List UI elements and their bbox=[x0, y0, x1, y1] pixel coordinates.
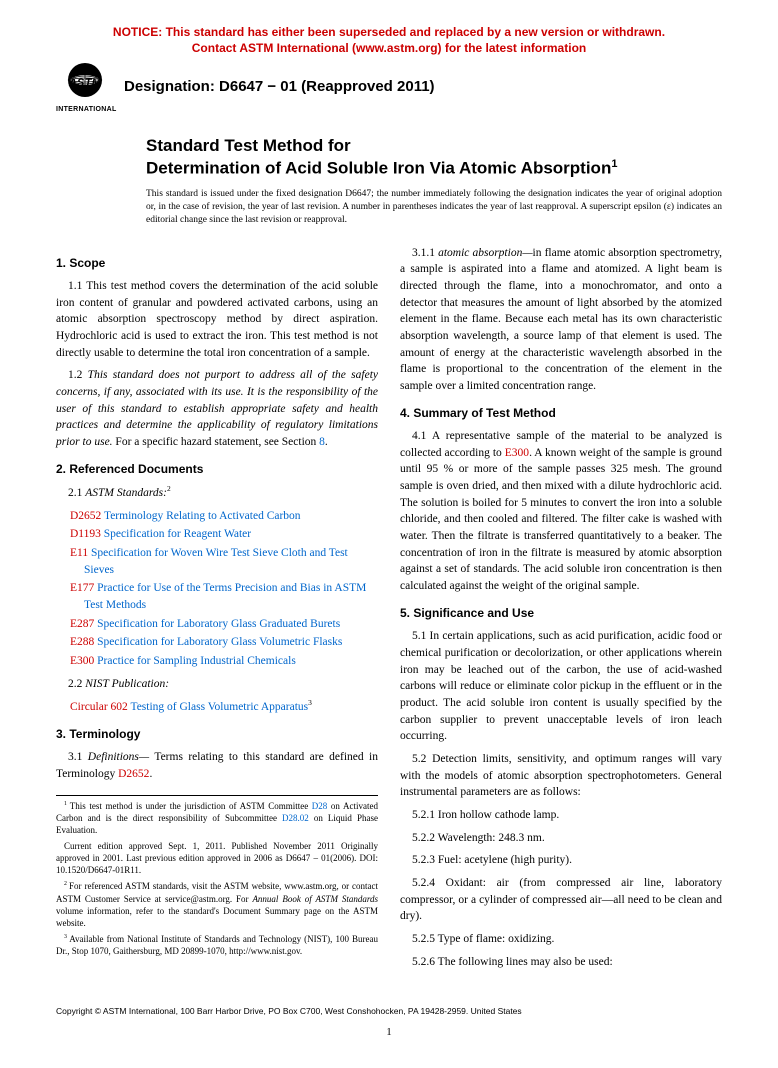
page-number: 1 bbox=[56, 1026, 722, 1038]
ref-code[interactable]: D2652 bbox=[70, 510, 101, 522]
ref-code[interactable]: E287 bbox=[70, 618, 94, 630]
para-2-2-num: 2.2 bbox=[68, 678, 85, 690]
ref-item: E300 Practice for Sampling Industrial Ch… bbox=[70, 653, 378, 670]
designation-prefix: Designation: bbox=[124, 78, 219, 95]
ref-title[interactable]: Specification for Laboratory Glass Gradu… bbox=[97, 618, 340, 630]
ref-title[interactable]: Practice for Sampling Industrial Chemica… bbox=[97, 655, 296, 667]
ref-title[interactable]: Testing of Glass Volumetric Apparatus bbox=[130, 701, 308, 713]
ref-code[interactable]: D1193 bbox=[70, 528, 101, 540]
para-5-2-6: 5.2.6 The following lines may also be us… bbox=[400, 954, 722, 971]
para-3-1-1-c: in flame atomic absorption spectrometry,… bbox=[400, 247, 722, 392]
para-2-2: 2.2 NIST Publication: bbox=[56, 676, 378, 693]
para-3-1-1: 3.1.1 atomic absorption—in flame atomic … bbox=[400, 245, 722, 395]
ref-item: E287 Specification for Laboratory Glass … bbox=[70, 616, 378, 633]
nist-ref: Circular 602 Testing of Glass Volumetric… bbox=[70, 698, 378, 716]
ref-item: E11 Specification for Woven Wire Test Si… bbox=[70, 545, 378, 578]
para-3-1-1-b: atomic absorption— bbox=[438, 247, 532, 259]
fn1-a: This test method is under the jurisdicti… bbox=[70, 801, 312, 811]
ref-code[interactable]: Circular 602 bbox=[70, 701, 128, 713]
ref-code[interactable]: E11 bbox=[70, 547, 88, 559]
para-5-2-3: 5.2.3 Fuel: acetylene (high purity). bbox=[400, 852, 722, 869]
notice-line2: Contact ASTM International (www.astm.org… bbox=[192, 41, 586, 55]
para-2-1-num: 2.1 bbox=[68, 487, 85, 499]
para-3-1-1-a: 3.1.1 bbox=[412, 247, 438, 259]
fn3: Available from National Institute of Sta… bbox=[56, 934, 378, 956]
section-2-head: 2. Referenced Documents bbox=[56, 461, 378, 478]
ref-title[interactable]: Specification for Woven Wire Test Sieve … bbox=[84, 547, 348, 576]
right-column: 3.1.1 atomic absorption—in flame atomic … bbox=[400, 245, 722, 977]
para-5-2-5: 5.2.5 Type of flame: oxidizing. bbox=[400, 931, 722, 948]
svg-text:ASTM: ASTM bbox=[68, 77, 102, 89]
document-page: NOTICE: This standard has either been su… bbox=[0, 0, 778, 1068]
logo-text: INTERNATIONAL bbox=[56, 106, 117, 113]
ref-title[interactable]: Practice for Use of the Terms Precision … bbox=[84, 582, 366, 611]
ref-title[interactable]: Specification for Reagent Water bbox=[104, 528, 251, 540]
para-5-2: 5.2 Detection limits, sensitivity, and o… bbox=[400, 751, 722, 801]
ref-title[interactable]: Terminology Relating to Activated Carbon bbox=[104, 510, 301, 522]
fn2-b: volume information, refer to the standar… bbox=[56, 906, 378, 928]
ref-item: D2652 Terminology Relating to Activated … bbox=[70, 508, 378, 525]
d2652-link[interactable]: D2652 bbox=[118, 768, 149, 780]
para-3-1-b: Definitions— bbox=[88, 751, 149, 763]
section-3-head: 3. Terminology bbox=[56, 726, 378, 743]
fn2-i: Annual Book of ASTM Standards bbox=[252, 894, 378, 904]
d2802-link[interactable]: D28.02 bbox=[282, 813, 309, 823]
para-2-1-i: ASTM Standards: bbox=[85, 487, 167, 499]
para-5-2-2: 5.2.2 Wavelength: 248.3 nm. bbox=[400, 830, 722, 847]
body-columns: 1. Scope 1.1 This test method covers the… bbox=[56, 245, 722, 977]
para-2-2-i: NIST Publication: bbox=[85, 678, 169, 690]
para-3-1-a: 3.1 bbox=[68, 751, 88, 763]
para-1-2-c: For a specific hazard statement, see Sec… bbox=[113, 436, 320, 448]
para-4-1: 4.1 A representative sample of the mater… bbox=[400, 428, 722, 595]
astm-logo: ASTM INTERNATIONAL bbox=[56, 62, 114, 113]
ref-code[interactable]: E288 bbox=[70, 636, 94, 648]
ref-code[interactable]: E177 bbox=[70, 582, 94, 594]
title-line1: Standard Test Method for bbox=[146, 135, 722, 157]
title-line2: Determination of Acid Soluble Iron Via A… bbox=[146, 157, 722, 180]
para-1-1: 1.1 This test method covers the determin… bbox=[56, 278, 378, 361]
footnote-3: 3 Available from National Institute of S… bbox=[56, 933, 378, 957]
ref-item: E288 Specification for Laboratory Glass … bbox=[70, 634, 378, 651]
reference-list: D2652 Terminology Relating to Activated … bbox=[70, 508, 378, 670]
para-4-1-b: . A known weight of the sample is ground… bbox=[400, 447, 722, 592]
section-1-head: 1. Scope bbox=[56, 255, 378, 272]
section-5-head: 5. Significance and Use bbox=[400, 605, 722, 622]
title-text: Determination of Acid Soluble Iron Via A… bbox=[146, 159, 611, 178]
para-2-1-sup: 2 bbox=[167, 484, 171, 493]
ref-title[interactable]: Specification for Laboratory Glass Volum… bbox=[97, 636, 342, 648]
section-4-head: 4. Summary of Test Method bbox=[400, 405, 722, 422]
ref-item: D1193 Specification for Reagent Water bbox=[70, 526, 378, 543]
ref-item: Circular 602 Testing of Glass Volumetric… bbox=[70, 698, 378, 716]
ref-item: E177 Practice for Use of the Terms Preci… bbox=[70, 580, 378, 613]
e300-link[interactable]: E300 bbox=[505, 447, 529, 459]
para-2-1: 2.1 ASTM Standards:2 bbox=[56, 484, 378, 502]
notice-banner: NOTICE: This standard has either been su… bbox=[56, 24, 722, 56]
para-5-2-1: 5.2.1 Iron hollow cathode lamp. bbox=[400, 807, 722, 824]
title-block: Standard Test Method for Determination o… bbox=[146, 135, 722, 180]
header-row: ASTM INTERNATIONAL Designation: D6647 − … bbox=[56, 62, 722, 113]
copyright: Copyright © ASTM International, 100 Barr… bbox=[56, 1006, 722, 1016]
title-sup: 1 bbox=[611, 158, 617, 170]
issuance-note: This standard is issued under the fixed … bbox=[146, 188, 722, 226]
footnote-1: 1 This test method is under the jurisdic… bbox=[56, 800, 378, 836]
footnotes: 1 This test method is under the jurisdic… bbox=[56, 795, 378, 958]
para-1-2-a: 1.2 bbox=[68, 369, 88, 381]
para-3-1: 3.1 Definitions— Terms relating to this … bbox=[56, 749, 378, 782]
para-1-2-d: . bbox=[325, 436, 328, 448]
para-3-1-d: . bbox=[149, 768, 152, 780]
footnote-1b: Current edition approved Sept. 1, 2011. … bbox=[56, 840, 378, 876]
notice-line1: NOTICE: This standard has either been su… bbox=[113, 25, 665, 39]
footnote-2: 2 For referenced ASTM standards, visit t… bbox=[56, 880, 378, 929]
designation: Designation: D6647 − 01 (Reapproved 2011… bbox=[124, 78, 435, 95]
designation-code: D6647 − 01 (Reapproved 2011) bbox=[219, 78, 435, 95]
left-column: 1. Scope 1.1 This test method covers the… bbox=[56, 245, 378, 977]
ref-code[interactable]: E300 bbox=[70, 655, 94, 667]
para-5-2-4: 5.2.4 Oxidant: air (from compressed air … bbox=[400, 875, 722, 925]
ref-sup: 3 bbox=[308, 698, 312, 707]
d28-link[interactable]: D28 bbox=[312, 801, 328, 811]
para-1-2: 1.2 This standard does not purport to ad… bbox=[56, 367, 378, 450]
para-5-1: 5.1 In certain applications, such as aci… bbox=[400, 628, 722, 745]
